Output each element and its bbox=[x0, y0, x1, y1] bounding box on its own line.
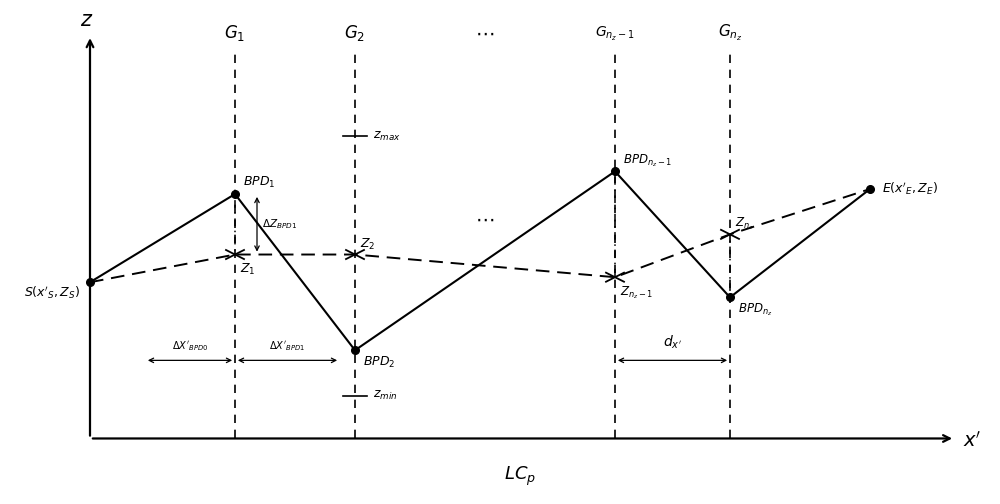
Text: $\Delta X'_{BPD1}$: $\Delta X'_{BPD1}$ bbox=[269, 339, 306, 353]
Text: $\cdots$: $\cdots$ bbox=[475, 210, 495, 229]
Text: $G_{n_z-1}$: $G_{n_z-1}$ bbox=[595, 25, 635, 43]
Text: $Z_2$: $Z_2$ bbox=[360, 237, 375, 252]
Text: $\Delta X'_{BPD0}$: $\Delta X'_{BPD0}$ bbox=[172, 339, 208, 353]
Text: $Z_{n_z-1}$: $Z_{n_z-1}$ bbox=[620, 285, 653, 301]
Text: $x'$: $x'$ bbox=[963, 431, 982, 451]
Text: $G_2$: $G_2$ bbox=[344, 23, 366, 43]
Text: $G_{n_z}$: $G_{n_z}$ bbox=[718, 22, 742, 43]
Text: $BPD_{n_z-1}$: $BPD_{n_z-1}$ bbox=[623, 152, 672, 169]
Text: $Z_{n_z}$: $Z_{n_z}$ bbox=[735, 215, 754, 232]
Text: $z_{max}$: $z_{max}$ bbox=[373, 130, 401, 143]
Text: $BPD_{n_z}$: $BPD_{n_z}$ bbox=[738, 301, 773, 318]
Text: $z_{min}$: $z_{min}$ bbox=[373, 389, 398, 402]
Text: $d_{x'}$: $d_{x'}$ bbox=[663, 334, 682, 351]
Text: $z$: $z$ bbox=[80, 10, 94, 30]
Text: $BPD_2$: $BPD_2$ bbox=[363, 355, 395, 370]
Text: $E(x'_E,Z_E)$: $E(x'_E,Z_E)$ bbox=[882, 181, 938, 197]
Text: $BPD_1$: $BPD_1$ bbox=[243, 175, 275, 190]
Text: $G_1$: $G_1$ bbox=[224, 23, 246, 43]
Text: $\cdots$: $\cdots$ bbox=[475, 24, 495, 43]
Text: $Z_1$: $Z_1$ bbox=[240, 262, 256, 277]
Text: $S(x'_S,Z_S)$: $S(x'_S,Z_S)$ bbox=[24, 285, 80, 301]
Text: $LC_p$: $LC_p$ bbox=[504, 465, 536, 488]
Text: $\Delta Z_{BPD1}$: $\Delta Z_{BPD1}$ bbox=[262, 217, 297, 231]
